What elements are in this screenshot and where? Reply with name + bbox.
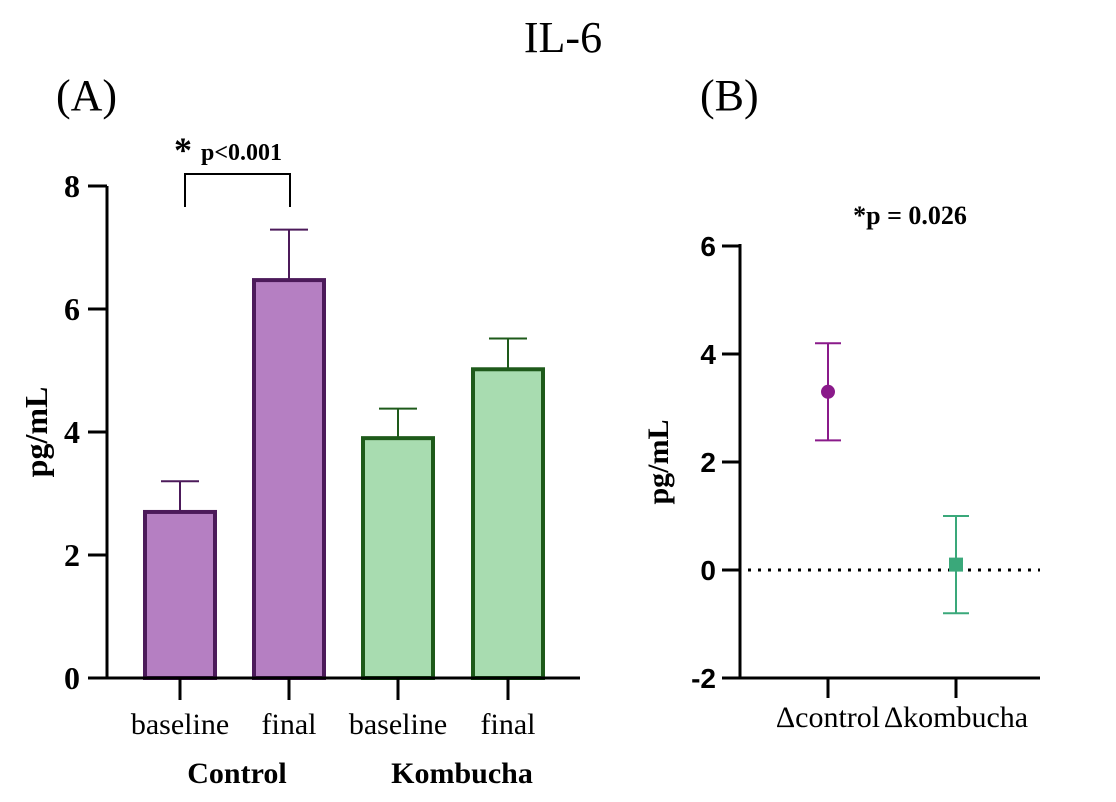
panel-a: (A) pg/mL 0 2 4 6 8 baseline final baseline fin… <box>18 71 580 790</box>
figure-title: IL-6 <box>524 13 602 62</box>
panel-b: (B) pg/mL *p = 0.026 -2 0 2 4 6 Δcontrol Δkom… <box>642 71 1040 734</box>
point-delta-kombucha <box>949 557 963 572</box>
panel-a-y-axis: 0 2 4 6 8 <box>64 168 109 696</box>
significance-bracket: * p<0.001 <box>174 130 291 207</box>
panel-b-y-tick-label: 6 <box>700 231 716 262</box>
panel-a-y-tick-label: 8 <box>64 168 80 204</box>
significance-bracket-line <box>184 173 291 207</box>
panel-a-label: (A) <box>56 71 117 120</box>
panel-b-x-tick-label: Δcontrol <box>776 701 880 734</box>
panel-b-y-tick-label: 4 <box>700 339 716 370</box>
bar-kombucha-final <box>471 367 545 680</box>
panel-a-x-tick-label: baseline <box>349 708 447 741</box>
panel-a-y-tick-label: 0 <box>64 660 80 696</box>
panel-b-y-tick-label: 2 <box>700 447 716 478</box>
group-label-kombucha: Kombucha <box>391 757 533 790</box>
significance-text: p<0.001 <box>201 140 282 166</box>
panel-b-y-tick-label: 0 <box>700 555 716 586</box>
panel-b-x-tick-label: Δkombucha <box>884 701 1028 734</box>
panel-a-y-tick-label: 2 <box>64 537 80 573</box>
panel-a-group-labels: Control Kombucha <box>187 757 533 790</box>
panel-b-label: (B) <box>700 71 759 120</box>
panel-a-x-tick-label: baseline <box>131 708 229 741</box>
bar-kombucha-baseline <box>361 436 435 680</box>
panel-b-annotation: *p = 0.026 <box>853 201 967 230</box>
panel-b-ylabel: pg/mL <box>642 419 675 504</box>
panel-a-x-tick-label: final <box>481 708 536 741</box>
panel-a-y-tick-label: 6 <box>64 291 80 327</box>
panel-a-ylabel: pg/mL <box>18 387 54 478</box>
bar-control-baseline <box>143 509 217 681</box>
significance-star: * <box>174 130 192 170</box>
bar-control-final <box>252 278 326 680</box>
panel-a-x-tick-label: final <box>262 708 317 741</box>
panel-b-y-tick-label: -2 <box>691 663 716 694</box>
point-delta-control <box>821 384 835 399</box>
group-label-control: Control <box>187 757 286 790</box>
panel-a-y-tick-label: 4 <box>64 414 80 450</box>
